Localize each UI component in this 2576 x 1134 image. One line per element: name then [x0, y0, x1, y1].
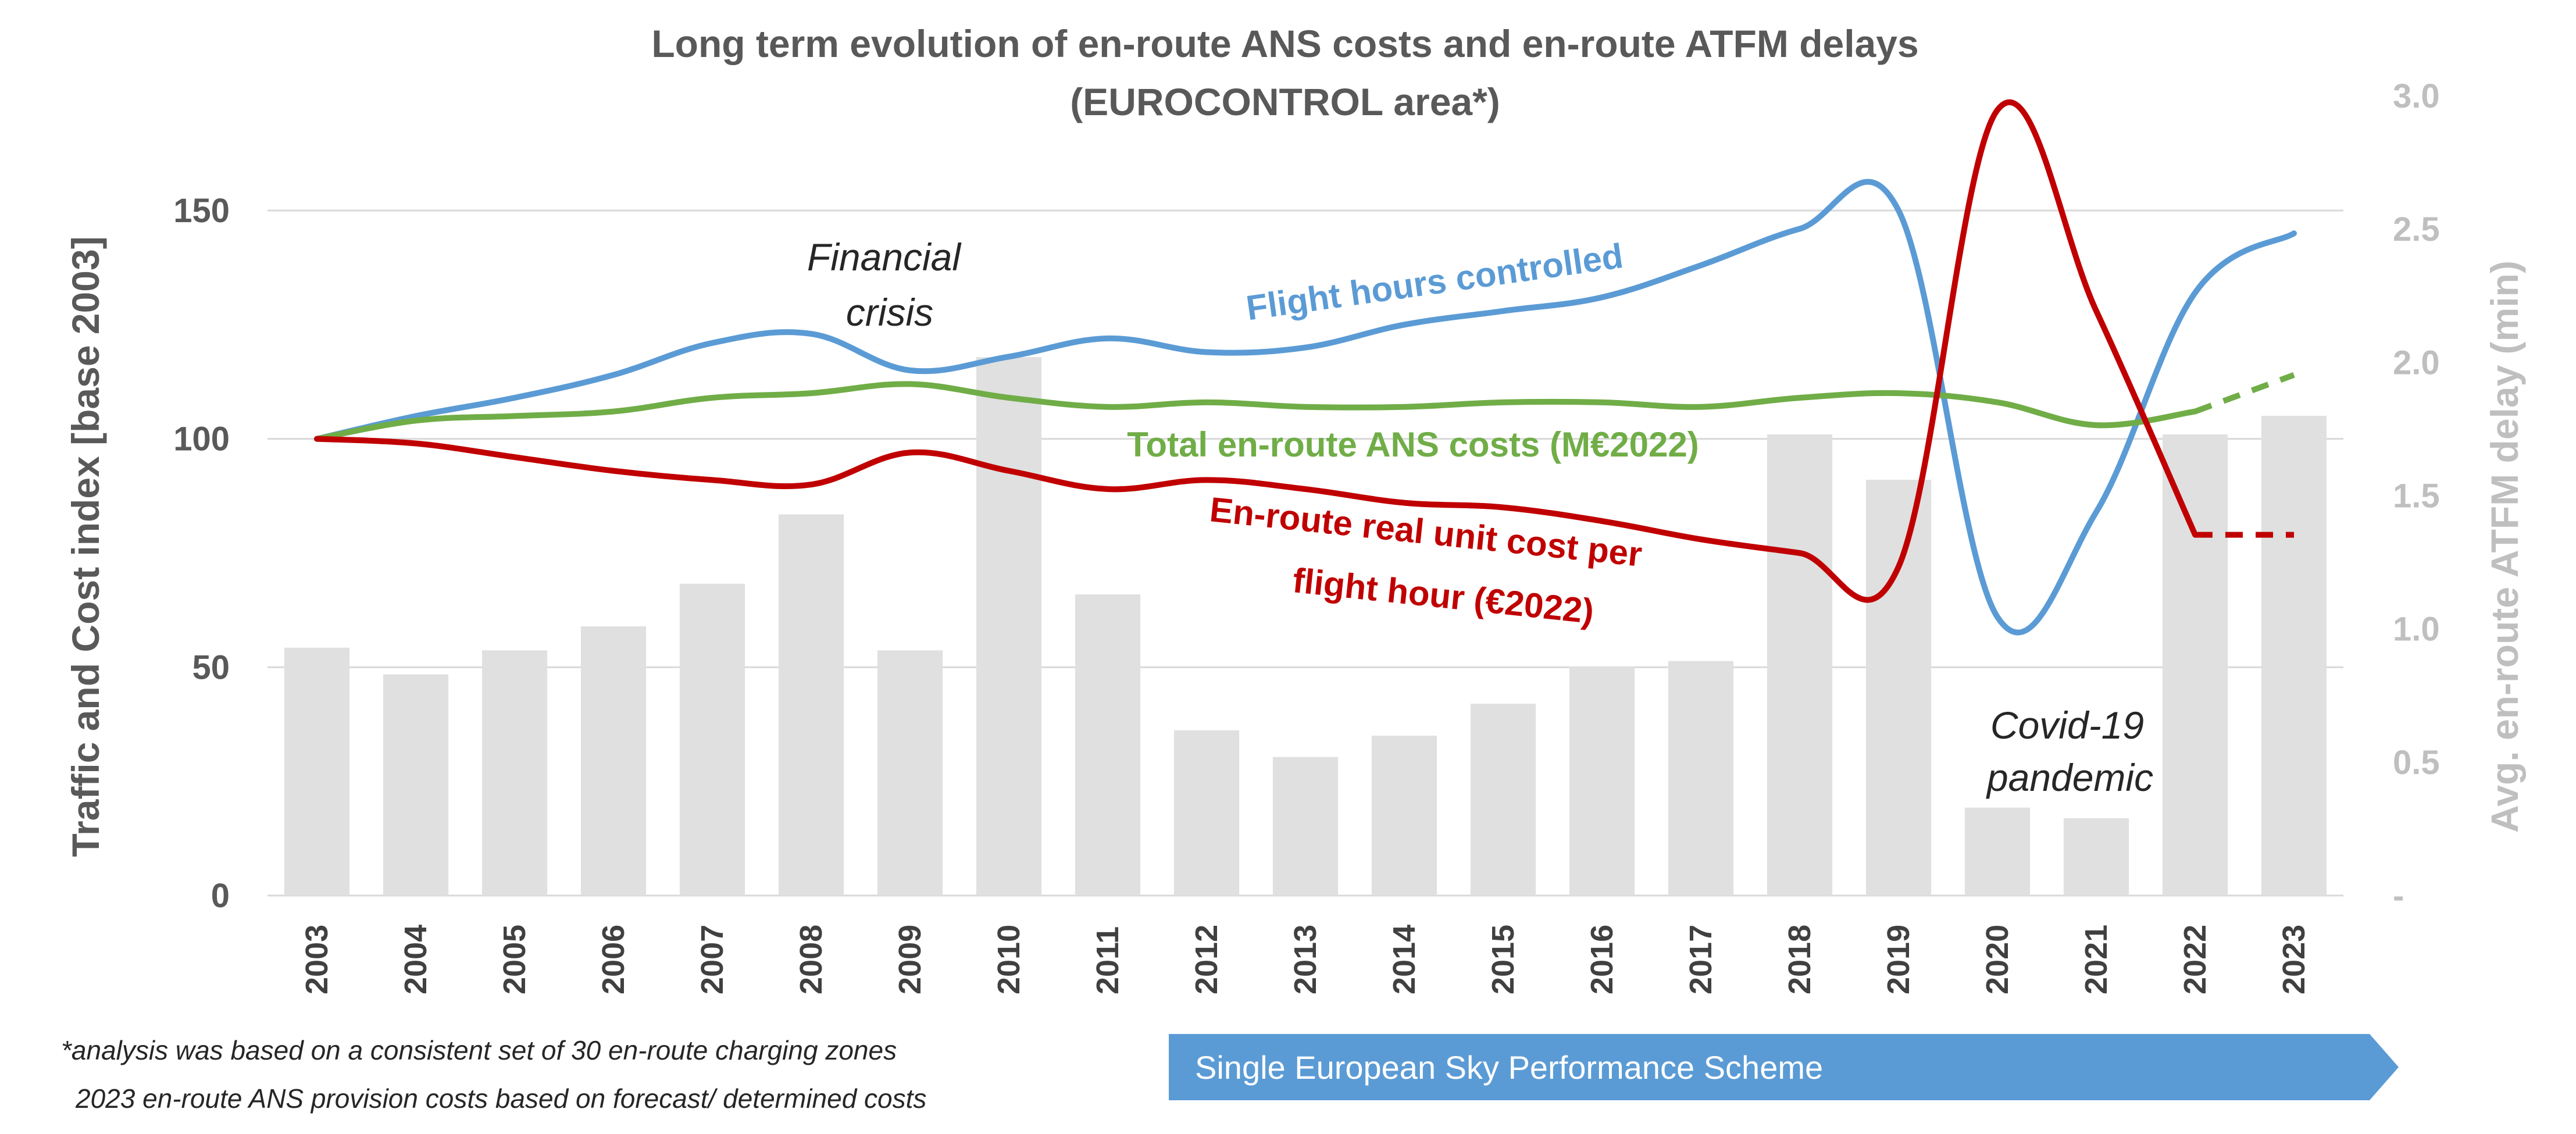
delay-bar	[778, 514, 844, 896]
delay-bar	[1964, 807, 2031, 896]
chart-title-line2: (EUROCONTROL area*)	[1070, 80, 1500, 123]
delay-bar	[1569, 666, 1635, 896]
delay-bar	[1075, 594, 1141, 896]
delay-bar	[1470, 704, 1536, 896]
footnote-line1: *analysis was based on a consistent set …	[61, 1035, 897, 1065]
x-tick-label: 2008	[794, 925, 829, 994]
delay-bar	[1767, 434, 1833, 896]
delay-bars	[284, 357, 2327, 896]
x-tick-label: 2006	[596, 925, 631, 994]
delay-bar	[2162, 434, 2228, 896]
delay-bar	[877, 650, 943, 896]
series-line-dashed-total-en-route-ans-costs-m-2022	[2194, 372, 2295, 415]
x-tick-label: 2015	[1486, 925, 1521, 994]
delay-bar	[580, 626, 647, 896]
y-right-tick-label: 2.0	[2393, 344, 2440, 381]
delay-bar	[1865, 480, 1932, 896]
y-left-tick-label: 0	[211, 877, 230, 915]
x-tick-label: 2007	[695, 925, 730, 994]
delay-bar	[1668, 661, 1734, 896]
series-line-flight-hours-controlled	[314, 179, 2297, 636]
series-line-total-en-route-ans-costs-m-2022	[314, 381, 2198, 442]
delay-bar	[284, 647, 350, 896]
x-tick-label: 2003	[299, 925, 334, 994]
annotation-covid-line2: pandemic	[1986, 756, 2153, 799]
annotation-financial-crisis-line1: Financial	[807, 236, 962, 279]
sesps-banner-arrow	[1169, 1034, 2399, 1100]
footnote-line2: 2023 en-route ANS provision costs based …	[75, 1083, 926, 1114]
x-tick-label: 2005	[497, 925, 532, 994]
x-tick-label: 2021	[2079, 925, 2114, 994]
delay-bar	[1371, 736, 1437, 896]
y-left-tick-label: 100	[173, 420, 230, 458]
annotation-financial-crisis-line2: crisis	[846, 291, 933, 334]
chart-title-line1: Long term evolution of en-route ANS cost…	[651, 22, 1918, 65]
y-axis-right-title: Avg. en-route ATFM delay (min)	[2483, 261, 2526, 833]
x-tick-label: 2022	[2178, 925, 2213, 994]
series-line-en-route-real-unit-cost-per-flight-hour-2022	[314, 99, 2198, 603]
x-tick-label: 2004	[398, 925, 433, 994]
x-tick-label: 2011	[1090, 926, 1125, 994]
y-left-tick-label: 150	[173, 192, 230, 230]
sesps-banner-label: Single European Sky Performance Scheme	[1195, 1049, 1823, 1086]
y-right-tick-label: -	[2393, 877, 2404, 915]
series-label-flight-hours: Flight hours controlled	[1244, 236, 1625, 327]
delay-bar	[2063, 818, 2129, 896]
y-right-tick-label: 1.5	[2393, 477, 2440, 515]
annotation-covid-line1: Covid-19	[1990, 704, 2144, 747]
x-tick-label: 2013	[1288, 925, 1323, 994]
delay-bar	[976, 357, 1042, 896]
y-right-tick-label: 3.0	[2393, 77, 2440, 115]
delay-bar	[481, 650, 548, 896]
series-lines	[314, 99, 2297, 636]
delay-bar	[1173, 730, 1240, 896]
series-label-costs: Total en-route ANS costs (M€2022)	[1127, 425, 1699, 464]
axis-ticks: 0 50 100 150 - 0.5 1.0 1.5 2.0 2.5 3.0 2003 2004 2005…	[173, 77, 2439, 994]
delay-bar	[383, 674, 449, 896]
y-right-tick-label: 2.5	[2393, 211, 2440, 248]
y-right-tick-label: 0.5	[2393, 744, 2440, 782]
x-tick-label: 2023	[2277, 925, 2311, 994]
x-tick-label: 2018	[1782, 925, 1817, 994]
x-tick-label: 2020	[1980, 925, 2015, 994]
x-tick-label: 2010	[991, 925, 1026, 994]
delay-bar	[1272, 757, 1339, 896]
y-axis-left-title: Traffic and Cost index [base 2003]	[64, 236, 107, 857]
x-tick-label: 2017	[1683, 925, 1718, 994]
series-label-unit-cost-line2: flight hour (€2022)	[1291, 561, 1596, 631]
x-tick-label: 2016	[1585, 925, 1619, 994]
x-tick-label: 2012	[1189, 925, 1224, 994]
x-tick-label: 2019	[1881, 925, 1916, 994]
y-right-tick-label: 1.0	[2393, 611, 2440, 648]
delay-bar	[2261, 416, 2327, 896]
delay-bar	[679, 583, 745, 896]
x-tick-label: 2014	[1387, 925, 1422, 994]
x-tick-label: 2009	[893, 925, 927, 994]
y-left-tick-label: 50	[192, 648, 230, 686]
